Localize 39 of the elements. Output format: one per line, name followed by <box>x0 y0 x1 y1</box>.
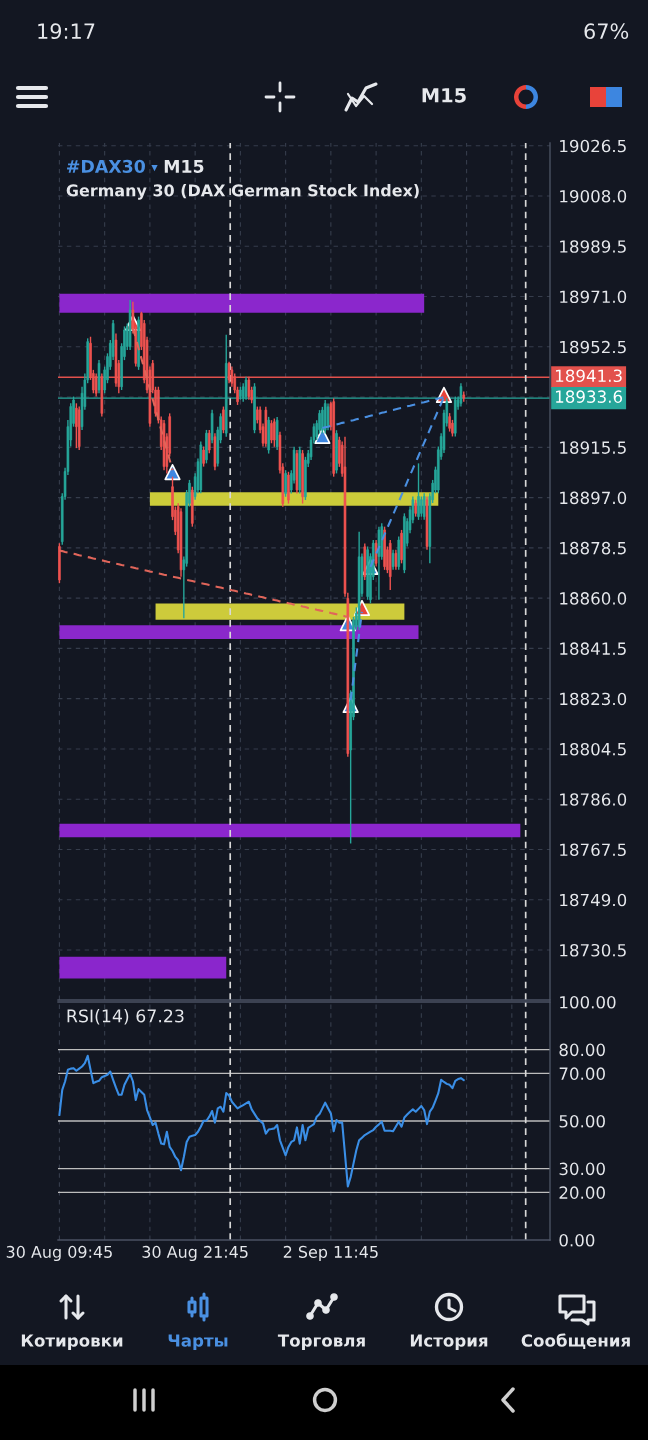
y-tick-label: 18823.0 <box>560 692 627 706</box>
y-tick-label: 30.00 <box>559 1162 605 1176</box>
y-tick-label: 18897.0 <box>560 491 627 505</box>
y-tick-label: 18989.5 <box>560 240 626 253</box>
y-tick-label: 18971.0 <box>560 290 627 304</box>
ref-line-label: 18941.3 <box>556 369 622 383</box>
text: #DAX30 ▾ M15 <box>67 159 204 173</box>
y-tick-label: 18804.5 <box>560 742 626 756</box>
text: 67% <box>584 23 629 40</box>
ref-line-label: 18933.6 <box>556 390 623 403</box>
text: Чарты <box>168 1334 228 1351</box>
y-tick-label: 18915.5 <box>560 441 626 454</box>
text: Germany 30 (DAX German Stock Index) <box>66 184 419 200</box>
y-tick-label: 80.00 <box>559 1043 605 1057</box>
x-tick-label: 2 Sep 11:45 <box>283 1245 378 1262</box>
y-tick-label: 18767.5 <box>560 843 626 857</box>
y-tick-label: 18841.5 <box>560 642 626 655</box>
text: M15 <box>422 88 466 103</box>
y-tick-label: 18786.0 <box>560 793 627 806</box>
y-tick-label: 100.00 <box>560 995 616 1009</box>
y-tick-label: 0.00 <box>559 1233 595 1247</box>
text: 19:17 <box>38 23 95 40</box>
y-tick-label: 19008.0 <box>560 189 627 203</box>
text: Котировки <box>21 1334 123 1351</box>
y-tick-label: 18878.5 <box>560 541 626 555</box>
text: История <box>410 1334 488 1351</box>
y-tick-label: 50.00 <box>559 1114 605 1128</box>
y-tick-label: 18730.5 <box>560 943 626 957</box>
y-tick-label: 70.00 <box>559 1067 605 1080</box>
x-tick-label: 30 Aug 09:45 <box>6 1245 112 1262</box>
chart-title: RSI(14) 67.23 <box>67 1009 184 1025</box>
text: Сообщения <box>521 1333 630 1349</box>
text: Торговля <box>277 1334 365 1351</box>
y-tick-label: 18860.0 <box>560 592 627 605</box>
y-tick-label: 20.00 <box>559 1186 605 1199</box>
x-tick-label: 30 Aug 21:45 <box>142 1245 248 1262</box>
y-tick-label: 18749.0 <box>560 893 627 907</box>
y-tick-label: 19026.5 <box>560 139 626 153</box>
y-tick-label: 18952.5 <box>560 340 626 354</box>
